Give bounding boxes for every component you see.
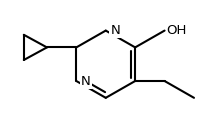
Text: OH: OH <box>167 24 187 37</box>
Text: N: N <box>110 24 120 37</box>
Text: N: N <box>81 75 91 87</box>
